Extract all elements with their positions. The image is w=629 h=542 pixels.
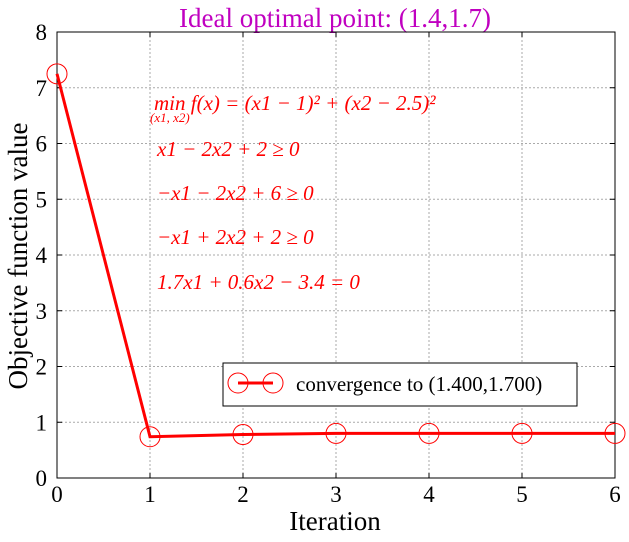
x-tick-label: 0	[51, 482, 63, 507]
data-point-marker	[511, 422, 533, 444]
x-tick-label: 3	[330, 482, 342, 507]
x-tick-label: 6	[609, 482, 621, 507]
axis-ticks: 0 1 2 3 4 5 6 0 1 2 3 4 5 6 7 8	[36, 20, 621, 507]
chart-title: Ideal optimal point: (1.4,1.7)	[179, 3, 491, 33]
x-tick-label: 5	[516, 482, 528, 507]
legend-marker	[262, 372, 284, 394]
formula-annotations: min f(x) = (x1 − 1)² + (x2 − 2.5)² (x1, …	[150, 91, 436, 294]
y-tick-label: 7	[36, 76, 48, 101]
data-point-marker	[139, 426, 161, 448]
legend: convergence to (1.400,1.700)	[222, 362, 578, 407]
data-point-marker	[604, 422, 626, 444]
constraint-4: 1.7x1 + 0.6x2 − 3.4 = 0	[157, 270, 360, 294]
y-tick-label: 8	[36, 20, 48, 45]
data-point-marker	[325, 422, 347, 444]
y-tick-label: 5	[36, 187, 48, 212]
legend-marker	[227, 372, 249, 394]
legend-label: convergence to (1.400,1.700)	[296, 372, 542, 396]
x-tick-label: 4	[423, 482, 435, 507]
data-point-marker	[418, 422, 440, 444]
objective-subscript: (x1, x2)	[150, 110, 190, 125]
y-tick-label: 4	[36, 243, 48, 268]
constraint-1: x1 − 2x2 + 2 ≥ 0	[156, 137, 300, 161]
objective-formula: min f(x) = (x1 − 1)² + (x2 − 2.5)²	[154, 91, 436, 115]
y-axis-label: Objective function value	[3, 123, 33, 390]
series-line	[55, 73, 615, 439]
data-point-marker	[232, 424, 254, 446]
y-tick-label: 1	[36, 410, 48, 435]
x-tick-label: 2	[237, 482, 249, 507]
constraint-2: −x1 − 2x2 + 6 ≥ 0	[157, 181, 314, 205]
x-tick-label: 1	[144, 482, 156, 507]
legend-box	[222, 362, 578, 407]
y-tick-label: 3	[36, 299, 48, 324]
y-tick-label: 6	[36, 132, 48, 157]
y-tick-label: 2	[36, 355, 48, 380]
constraint-3: −x1 + 2x2 + 2 ≥ 0	[157, 225, 314, 249]
data-point-marker	[46, 63, 68, 85]
x-axis-label: Iteration	[289, 506, 381, 536]
series-layer	[46, 63, 626, 448]
y-tick-label: 0	[36, 466, 48, 491]
